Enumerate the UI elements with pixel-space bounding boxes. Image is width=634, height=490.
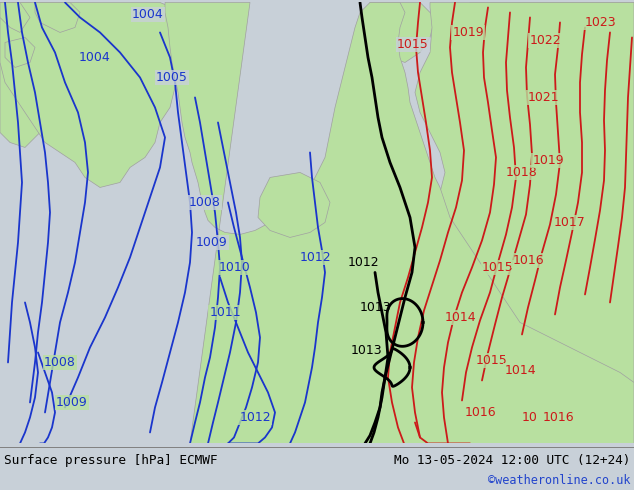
Text: 1016: 1016 [542,411,574,424]
Text: 1014: 1014 [444,311,476,324]
Text: 1005: 1005 [156,71,188,84]
Text: 1016: 1016 [512,254,544,267]
Polygon shape [470,2,634,122]
Text: 1019: 1019 [532,154,564,167]
Text: 1011: 1011 [209,306,241,319]
Polygon shape [415,2,634,443]
Text: 1012: 1012 [299,251,331,264]
Text: 1015: 1015 [482,261,514,274]
Polygon shape [368,2,435,62]
Text: 1012: 1012 [347,256,378,269]
Text: ©weatheronline.co.uk: ©weatheronline.co.uk [488,474,630,488]
Text: 1021: 1021 [527,91,559,104]
Text: 10: 10 [522,411,538,424]
Text: 1015: 1015 [476,354,508,367]
Text: 1004: 1004 [132,8,164,21]
Text: 1015: 1015 [397,38,429,51]
Text: 1008: 1008 [189,196,221,209]
Polygon shape [0,2,200,188]
Text: 1013: 1013 [350,344,382,357]
Text: Surface pressure [hPa] ECMWF: Surface pressure [hPa] ECMWF [4,454,217,467]
Polygon shape [35,2,80,32]
Polygon shape [5,37,35,68]
Polygon shape [165,2,634,443]
Text: 1022: 1022 [529,34,561,47]
Text: 1023: 1023 [584,16,616,29]
Text: 1008: 1008 [44,356,76,369]
Polygon shape [0,2,30,32]
Polygon shape [258,172,330,238]
Text: 1010: 1010 [219,261,251,274]
Text: 1004: 1004 [79,51,111,64]
Text: 1014: 1014 [504,364,536,377]
Text: 1009: 1009 [56,396,88,409]
Text: 1019: 1019 [452,26,484,39]
Text: 1013: 1013 [359,301,391,314]
Text: Mo 13-05-2024 12:00 UTC (12+24): Mo 13-05-2024 12:00 UTC (12+24) [394,454,630,467]
Text: 1012: 1012 [239,411,271,424]
Text: 1018: 1018 [506,166,538,179]
Text: 1016: 1016 [464,406,496,419]
Polygon shape [0,2,70,147]
Text: 1017: 1017 [554,216,586,229]
Text: 1009: 1009 [196,236,228,249]
